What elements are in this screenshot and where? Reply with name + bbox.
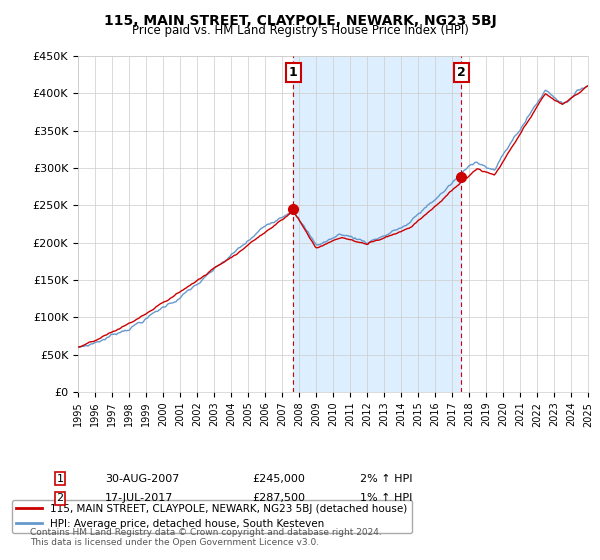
Text: 1% ↑ HPI: 1% ↑ HPI (360, 493, 412, 503)
Text: 2: 2 (56, 493, 64, 503)
Legend: 115, MAIN STREET, CLAYPOLE, NEWARK, NG23 5BJ (detached house), HPI: Average pric: 115, MAIN STREET, CLAYPOLE, NEWARK, NG23… (12, 500, 412, 533)
Text: 2% ↑ HPI: 2% ↑ HPI (360, 474, 413, 484)
Text: Price paid vs. HM Land Registry's House Price Index (HPI): Price paid vs. HM Land Registry's House … (131, 24, 469, 37)
Text: 30-AUG-2007: 30-AUG-2007 (105, 474, 179, 484)
Bar (293, 56, 461, 392)
Text: 2: 2 (457, 66, 466, 79)
Text: £287,500: £287,500 (252, 493, 305, 503)
Text: £245,000: £245,000 (252, 474, 305, 484)
Text: Contains HM Land Registry data © Crown copyright and database right 2024.
This d: Contains HM Land Registry data © Crown c… (30, 528, 382, 547)
Text: 115, MAIN STREET, CLAYPOLE, NEWARK, NG23 5BJ: 115, MAIN STREET, CLAYPOLE, NEWARK, NG23… (104, 14, 496, 28)
Text: 1: 1 (289, 66, 298, 79)
Text: 1: 1 (56, 474, 64, 484)
Text: 17-JUL-2017: 17-JUL-2017 (105, 493, 173, 503)
